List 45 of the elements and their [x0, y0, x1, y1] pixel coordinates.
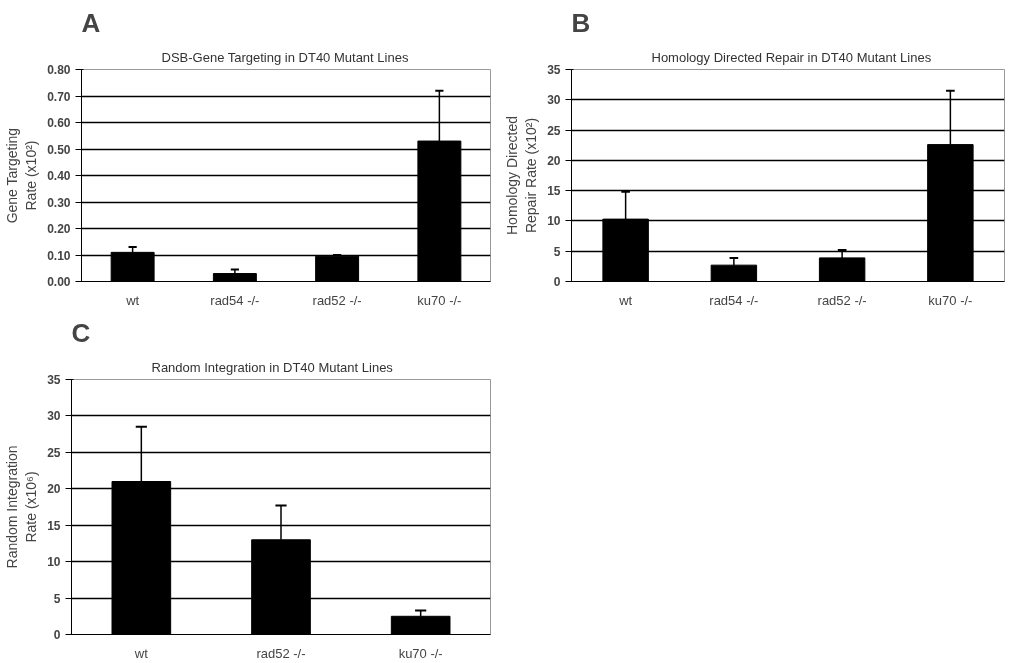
y-tick-label: 15 [547, 184, 561, 199]
y-tick-label: 0.30 [47, 195, 71, 210]
y-tick-label: 0.20 [47, 222, 71, 236]
y-tick-label: 20 [47, 482, 61, 497]
text: C [71, 317, 91, 348]
y-tick-label: 0.40 [47, 169, 71, 183]
y-tick-label: 0.60 [47, 116, 71, 130]
x-tick-label: rad52 -/- [312, 292, 362, 308]
x-tick-label: rad54 -/- [709, 292, 759, 308]
y-tick-label: 0.80 [47, 63, 71, 77]
y-axis-title: Random Integration Rate (x10⁶) [3, 445, 40, 569]
y-tick-label: 5 [553, 244, 561, 259]
y-tick-label: 15 [47, 518, 61, 533]
x-tick-label: ku70 -/- [398, 645, 443, 661]
x-tick-label: rad52 -/- [256, 645, 306, 661]
y-tick-label: 10 [47, 555, 61, 570]
y-tick-label: 0.00 [47, 275, 71, 289]
x-tick-label: wt [618, 292, 633, 308]
y-tick-label: 35 [547, 63, 561, 77]
y-tick-label: 0 [553, 275, 561, 289]
y-tick-label: 0.10 [47, 248, 71, 263]
y-axis-title: Homology Directed Repair Rate (x10²) [503, 115, 540, 236]
x-tick-label: ku70 -/- [928, 292, 973, 308]
y-tick-label: 5 [53, 591, 61, 606]
y-tick-label: 0 [53, 628, 61, 642]
chart-title: Random Integration in DT40 Mutant Lines [151, 359, 394, 375]
y-tick-label: 10 [547, 214, 561, 229]
y-tick-label: 30 [47, 409, 61, 424]
text: B [571, 7, 591, 38]
x-tick-label: rad52 -/- [817, 292, 867, 308]
y-tick-label: 25 [547, 123, 561, 138]
x-tick-label: rad54 -/- [210, 292, 260, 308]
chart-title: DSB-Gene Targeting in DT40 Mutant Lines [161, 49, 409, 65]
chart-title: Homology Directed Repair in DT40 Mutant Lines [651, 49, 932, 65]
x-tick-label: wt [125, 292, 140, 308]
text: A [81, 7, 101, 38]
y-tick-label: 0.70 [47, 89, 71, 104]
y-tick-label: 20 [547, 153, 561, 168]
y-tick-label: 25 [47, 445, 61, 460]
y-tick-label: 35 [47, 373, 61, 387]
x-tick-label: ku70 -/- [417, 292, 462, 308]
y-tick-label: 30 [547, 93, 561, 108]
x-tick-label: wt [133, 645, 149, 661]
y-tick-label: 0.50 [47, 142, 71, 157]
y-axis-title: Gene Targeting Rate (x10²) [3, 127, 40, 224]
